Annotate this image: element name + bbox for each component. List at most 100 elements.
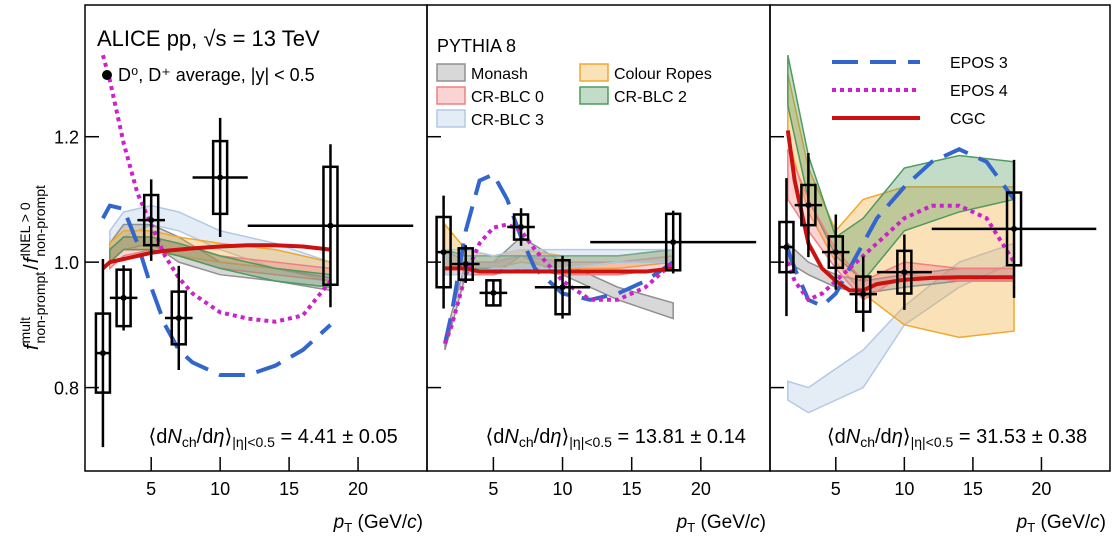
data-point — [860, 291, 867, 298]
data-point — [805, 202, 812, 209]
x-tick-label: 10 — [553, 479, 573, 499]
y-label-part: non-prompt — [32, 272, 48, 344]
annotation: ⟨dNch/dη⟩|η|<0.5 = 4.41 ± 0.05 — [148, 426, 397, 450]
text-part: c — [407, 512, 417, 533]
text-part: = 13.81 ± 0.14 — [612, 426, 746, 448]
plot-area — [435, 171, 757, 351]
text-part: /d — [197, 426, 214, 448]
text-part: /d — [534, 426, 551, 448]
legend-label: Colour Ropes — [614, 66, 712, 83]
text-part: N — [504, 426, 519, 448]
syst-box — [142, 193, 160, 247]
syst-box — [896, 249, 913, 295]
legend-swatch — [579, 63, 609, 82]
text-part: (GeV/ — [695, 512, 751, 533]
text-part: ⟨d — [148, 426, 167, 448]
text-part: p — [676, 512, 688, 533]
syst-box — [170, 290, 188, 346]
x-tick-label: 15 — [622, 479, 642, 499]
y-label-part: f — [21, 255, 43, 263]
legend-label: D⁰, D⁺ average, |y| < 0.5 — [118, 65, 315, 85]
syst-box — [778, 220, 795, 274]
legend-swatch — [436, 109, 466, 128]
syst-box — [664, 212, 682, 272]
x-tick-label: 10 — [894, 479, 914, 499]
data-point — [490, 289, 497, 296]
annotation: ⟨dNch/dη⟩|η|<0.5 = 31.53 ± 0.38 — [827, 426, 1087, 450]
text-part: ) — [1100, 512, 1106, 533]
legend-swatch — [436, 63, 466, 82]
data-point — [175, 314, 182, 321]
y-label-part: INEL > 0 — [17, 202, 33, 257]
text-part: p — [1016, 512, 1028, 533]
text-part: c — [750, 512, 760, 533]
text-part: ch — [519, 434, 534, 450]
plot-area — [778, 55, 1097, 414]
text-part: η — [892, 426, 903, 448]
data-point — [99, 350, 106, 357]
legend-label: CR-BLC 3 — [471, 112, 544, 129]
text-part: p — [333, 512, 345, 533]
text-part: = 4.41 ± 0.05 — [275, 426, 398, 448]
y-label-part: / — [21, 264, 43, 270]
x-tick-label: 5 — [146, 479, 156, 499]
plot-area — [94, 54, 414, 448]
legend-label: Monash — [471, 66, 528, 83]
legend-label: CR-BLC 2 — [614, 89, 687, 106]
text-part: η — [213, 426, 224, 448]
annotation: pT (GeV/c) — [676, 512, 766, 535]
text-part: /d — [875, 426, 892, 448]
syst-box — [827, 235, 845, 270]
legend-label: EPOS 3 — [950, 55, 1008, 72]
data-point — [783, 244, 790, 251]
text-part: (GeV/ — [1035, 512, 1091, 533]
text-part: |η|<0.5 — [569, 434, 612, 450]
data-point — [217, 174, 224, 181]
legend-swatch — [579, 86, 609, 105]
text-part: ⟩ — [903, 426, 911, 448]
syst-box — [512, 213, 530, 241]
x-tick-label: 20 — [1031, 479, 1051, 499]
data-point — [462, 261, 469, 268]
annotation: pT (GeV/c) — [1016, 512, 1106, 535]
x-tick-label: 15 — [279, 479, 299, 499]
data-point — [832, 249, 839, 256]
x-tick-label: 5 — [831, 479, 841, 499]
data-point — [120, 294, 127, 301]
x-tick-label: 15 — [963, 479, 983, 499]
data-point — [1011, 225, 1018, 232]
model-curve — [100, 54, 333, 324]
data-point — [901, 269, 908, 276]
data-point — [327, 222, 334, 229]
text-part: |η|<0.5 — [911, 434, 954, 450]
syst-box — [211, 139, 229, 216]
annotation: pT (GeV/c) — [333, 512, 423, 535]
y-tick-label: 1.2 — [54, 128, 79, 148]
text-part: N — [167, 426, 182, 448]
y-tick-label: 1.0 — [54, 253, 79, 273]
y-label-part: non-prompt — [32, 185, 48, 257]
syst-box — [554, 259, 571, 316]
legend-marker — [102, 70, 112, 80]
text-part: T — [687, 520, 695, 535]
data-point — [440, 249, 447, 256]
syst-box — [1005, 191, 1023, 267]
model-curve — [101, 243, 331, 270]
y-tick-label: 0.8 — [54, 379, 79, 399]
syst-box — [800, 183, 817, 227]
text-part: ⟩ — [561, 426, 569, 448]
text-part: |η|<0.5 — [232, 434, 275, 450]
x-tick-label: 10 — [210, 479, 230, 499]
y-label-part: f — [21, 342, 43, 350]
y-label-part: mult — [17, 317, 33, 344]
text-part: ⟩ — [224, 426, 232, 448]
text-part: ch — [860, 434, 875, 450]
syst-box — [94, 312, 112, 394]
legend-label: CGC — [950, 111, 986, 128]
text-part: ⟨d — [827, 426, 846, 448]
syst-box — [485, 279, 502, 307]
syst-box — [322, 165, 339, 286]
